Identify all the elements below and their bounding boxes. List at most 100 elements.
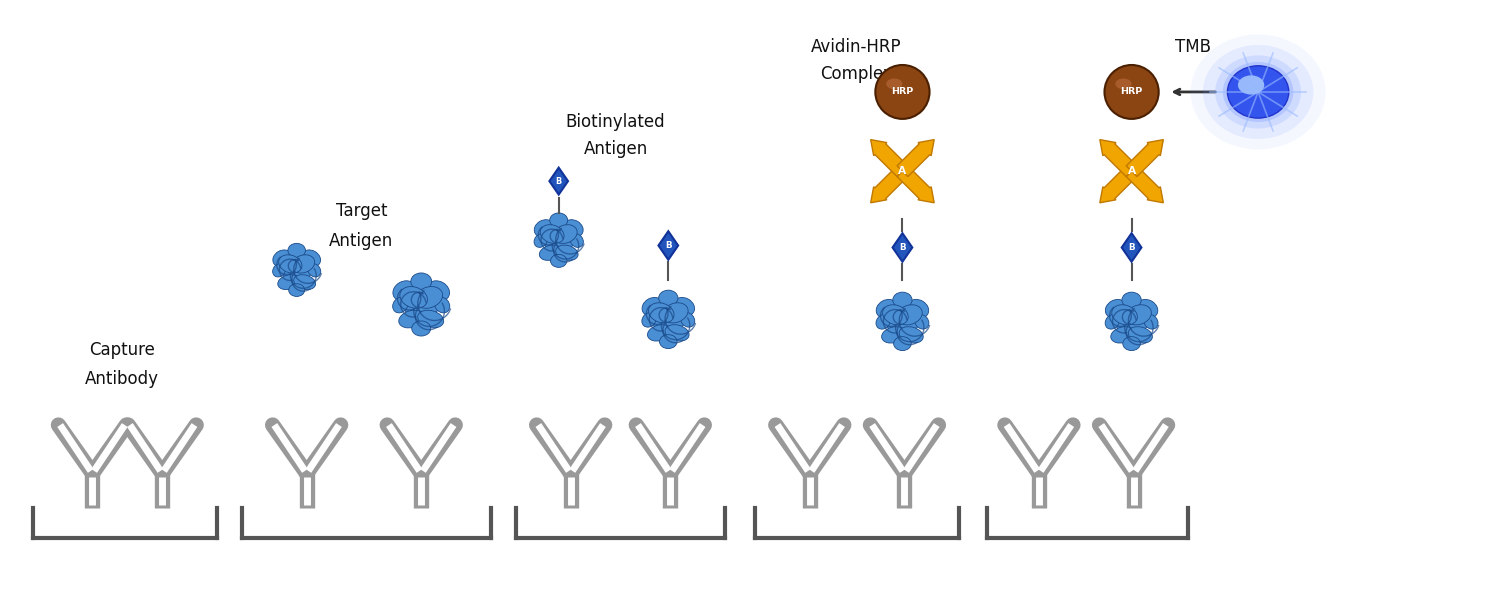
Ellipse shape <box>427 281 450 301</box>
Ellipse shape <box>1116 79 1131 89</box>
Ellipse shape <box>1203 45 1314 139</box>
Text: B: B <box>898 243 906 252</box>
Ellipse shape <box>570 234 584 247</box>
Ellipse shape <box>660 335 676 349</box>
Circle shape <box>876 65 930 119</box>
Ellipse shape <box>393 281 416 301</box>
Ellipse shape <box>393 297 408 313</box>
Text: B: B <box>664 241 672 250</box>
Ellipse shape <box>1126 305 1152 325</box>
Ellipse shape <box>1137 299 1158 318</box>
Text: HRP: HRP <box>891 88 914 97</box>
Ellipse shape <box>664 325 688 341</box>
Ellipse shape <box>540 224 564 244</box>
Ellipse shape <box>411 273 432 290</box>
Ellipse shape <box>1191 34 1326 149</box>
Ellipse shape <box>534 220 554 237</box>
Ellipse shape <box>279 255 302 273</box>
Text: Antibody: Antibody <box>86 370 159 388</box>
Ellipse shape <box>550 254 567 268</box>
FancyArrow shape <box>870 140 907 176</box>
Ellipse shape <box>416 287 442 308</box>
Text: Antigen: Antigen <box>584 140 648 158</box>
Ellipse shape <box>308 263 321 277</box>
Ellipse shape <box>642 298 663 316</box>
Ellipse shape <box>288 284 304 296</box>
Text: A: A <box>1128 166 1136 176</box>
Ellipse shape <box>273 263 285 277</box>
FancyArrow shape <box>897 166 934 203</box>
Ellipse shape <box>417 310 444 328</box>
Ellipse shape <box>549 213 567 227</box>
Text: HRP: HRP <box>1120 88 1143 97</box>
Polygon shape <box>658 231 678 260</box>
Text: Target: Target <box>336 202 387 220</box>
Ellipse shape <box>564 220 584 237</box>
Ellipse shape <box>555 245 578 260</box>
Ellipse shape <box>534 234 548 247</box>
Ellipse shape <box>663 303 688 323</box>
Ellipse shape <box>658 290 678 306</box>
Ellipse shape <box>540 245 562 260</box>
Text: Capture: Capture <box>90 341 156 359</box>
Ellipse shape <box>302 250 321 267</box>
Text: B: B <box>555 176 562 185</box>
Ellipse shape <box>648 325 672 341</box>
Ellipse shape <box>876 314 891 329</box>
Ellipse shape <box>400 287 427 308</box>
FancyArrow shape <box>1100 166 1137 203</box>
Circle shape <box>1104 65 1158 119</box>
Ellipse shape <box>1122 292 1142 308</box>
Ellipse shape <box>1114 310 1148 334</box>
Text: TMB: TMB <box>1176 38 1212 56</box>
Ellipse shape <box>1124 337 1140 350</box>
Ellipse shape <box>642 313 656 327</box>
Ellipse shape <box>1112 326 1136 343</box>
Ellipse shape <box>543 229 574 252</box>
Ellipse shape <box>288 244 306 257</box>
Ellipse shape <box>886 79 903 89</box>
Ellipse shape <box>886 310 920 334</box>
Text: B: B <box>1128 243 1136 252</box>
Polygon shape <box>549 167 568 194</box>
Ellipse shape <box>876 299 897 318</box>
FancyArrow shape <box>1100 140 1137 176</box>
Ellipse shape <box>1238 76 1264 95</box>
Ellipse shape <box>1143 314 1158 329</box>
Text: Complex: Complex <box>821 65 892 83</box>
Ellipse shape <box>681 313 694 327</box>
Text: Biotinylated: Biotinylated <box>566 113 666 131</box>
Text: Avidin-HRP: Avidin-HRP <box>812 38 901 56</box>
Ellipse shape <box>273 250 292 267</box>
FancyArrow shape <box>1126 166 1164 203</box>
Ellipse shape <box>291 255 315 273</box>
Ellipse shape <box>1222 62 1293 122</box>
Ellipse shape <box>915 314 928 329</box>
Ellipse shape <box>404 292 439 318</box>
Ellipse shape <box>1106 314 1119 329</box>
Ellipse shape <box>894 337 910 350</box>
Text: A: A <box>898 166 906 176</box>
Ellipse shape <box>413 321 430 336</box>
Ellipse shape <box>897 305 922 325</box>
Ellipse shape <box>1227 66 1288 118</box>
Polygon shape <box>892 233 912 262</box>
Ellipse shape <box>908 299 928 318</box>
FancyArrow shape <box>870 166 907 203</box>
FancyArrow shape <box>1126 140 1164 176</box>
Ellipse shape <box>1215 55 1300 128</box>
Ellipse shape <box>892 292 912 308</box>
Ellipse shape <box>294 275 315 290</box>
Polygon shape <box>1122 233 1142 262</box>
Ellipse shape <box>651 308 686 332</box>
Ellipse shape <box>1128 326 1152 343</box>
Ellipse shape <box>399 310 424 328</box>
Ellipse shape <box>435 297 450 313</box>
Ellipse shape <box>554 224 578 244</box>
Ellipse shape <box>898 326 922 343</box>
Ellipse shape <box>1112 305 1137 325</box>
Ellipse shape <box>282 259 312 281</box>
Ellipse shape <box>674 298 694 316</box>
Text: Antigen: Antigen <box>330 232 393 250</box>
Ellipse shape <box>882 326 906 343</box>
